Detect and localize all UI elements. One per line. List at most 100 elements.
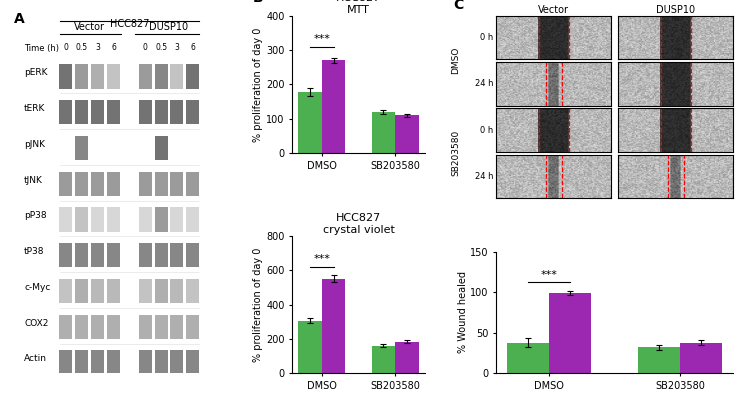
Title: HCC827
MTT: HCC827 MTT [336, 0, 381, 15]
Title: HCC827
crystal violet: HCC827 crystal violet [323, 213, 394, 235]
Bar [107, 208, 120, 232]
Bar [638, 347, 680, 373]
Bar [170, 243, 184, 268]
Bar [298, 92, 322, 153]
Bar [186, 64, 199, 89]
Bar [107, 64, 120, 89]
Text: Actin: Actin [24, 354, 47, 364]
Text: 6: 6 [111, 42, 116, 51]
Y-axis label: 24 h: 24 h [475, 172, 494, 181]
Bar [75, 136, 88, 160]
Bar [75, 100, 88, 125]
Title: DUSP10: DUSP10 [656, 5, 695, 15]
Bar [322, 279, 346, 373]
Bar [170, 64, 184, 89]
Text: pERK: pERK [24, 68, 47, 77]
Y-axis label: % proliferation of day 0: % proliferation of day 0 [254, 247, 263, 362]
Y-axis label: 0 h: 0 h [480, 126, 494, 135]
Title: Vector: Vector [538, 5, 569, 15]
Text: 0.5: 0.5 [75, 42, 88, 51]
Text: tP38: tP38 [24, 247, 44, 256]
Bar [395, 342, 419, 373]
Bar [155, 208, 167, 232]
Text: c-Myc: c-Myc [24, 283, 50, 292]
Bar [59, 243, 73, 268]
Bar [75, 243, 88, 268]
Bar [507, 343, 549, 373]
Bar [75, 351, 88, 375]
Text: pP38: pP38 [24, 211, 47, 220]
Y-axis label: % proliferation of day 0: % proliferation of day 0 [254, 27, 263, 142]
Text: DUSP10: DUSP10 [149, 22, 189, 32]
Bar [107, 315, 120, 339]
Y-axis label: % Wound healed: % Wound healed [457, 272, 468, 353]
Bar [186, 208, 199, 232]
Bar [91, 64, 104, 89]
Bar [155, 100, 167, 125]
Bar [91, 243, 104, 268]
Text: ***: *** [541, 270, 557, 280]
Text: A: A [14, 12, 25, 26]
Text: COX2: COX2 [24, 319, 49, 328]
Bar [155, 243, 167, 268]
Bar [155, 279, 167, 303]
Bar [75, 315, 88, 339]
Bar [59, 208, 73, 232]
Bar [186, 315, 199, 339]
Bar [322, 61, 346, 153]
Text: 3: 3 [175, 42, 179, 51]
Y-axis label: 0 h: 0 h [480, 33, 494, 42]
Bar [139, 279, 152, 303]
Text: 0: 0 [64, 42, 68, 51]
Bar [298, 321, 322, 373]
Text: SB203580: SB203580 [451, 130, 460, 176]
Bar [680, 343, 722, 373]
Bar [59, 315, 73, 339]
Text: Vector: Vector [74, 22, 105, 32]
Text: pJNK: pJNK [24, 140, 45, 149]
Text: 0.5: 0.5 [155, 42, 167, 51]
Text: ***: *** [314, 254, 330, 264]
Bar [139, 208, 152, 232]
Y-axis label: 24 h: 24 h [475, 79, 494, 88]
Bar [91, 100, 104, 125]
Bar [170, 208, 184, 232]
Text: tJNK: tJNK [24, 176, 43, 185]
Bar [170, 279, 184, 303]
Text: Time (h): Time (h) [24, 44, 59, 53]
Bar [59, 351, 73, 375]
Bar [186, 279, 199, 303]
Bar [91, 279, 104, 303]
Bar [75, 64, 88, 89]
Bar [186, 243, 199, 268]
Bar [107, 351, 120, 375]
Text: 6: 6 [190, 42, 195, 51]
Text: HCC827: HCC827 [110, 19, 149, 29]
Bar [549, 293, 591, 373]
Text: 0: 0 [143, 42, 148, 51]
Bar [155, 315, 167, 339]
Bar [107, 100, 120, 125]
Bar [139, 243, 152, 268]
Bar [75, 208, 88, 232]
Bar [59, 172, 73, 196]
Text: tERK: tERK [24, 104, 46, 113]
Bar [155, 136, 167, 160]
Bar [139, 315, 152, 339]
Bar [59, 100, 73, 125]
Bar [371, 346, 395, 373]
Bar [170, 351, 184, 375]
Bar [395, 116, 419, 153]
Bar [186, 100, 199, 125]
Bar [75, 172, 88, 196]
Text: C: C [453, 0, 463, 12]
Text: DMSO: DMSO [451, 47, 460, 74]
Text: B: B [252, 0, 263, 5]
Bar [139, 351, 152, 375]
Bar [91, 208, 104, 232]
Bar [155, 64, 167, 89]
Text: 3: 3 [95, 42, 100, 51]
Bar [155, 172, 167, 196]
Bar [107, 243, 120, 268]
Bar [139, 100, 152, 125]
